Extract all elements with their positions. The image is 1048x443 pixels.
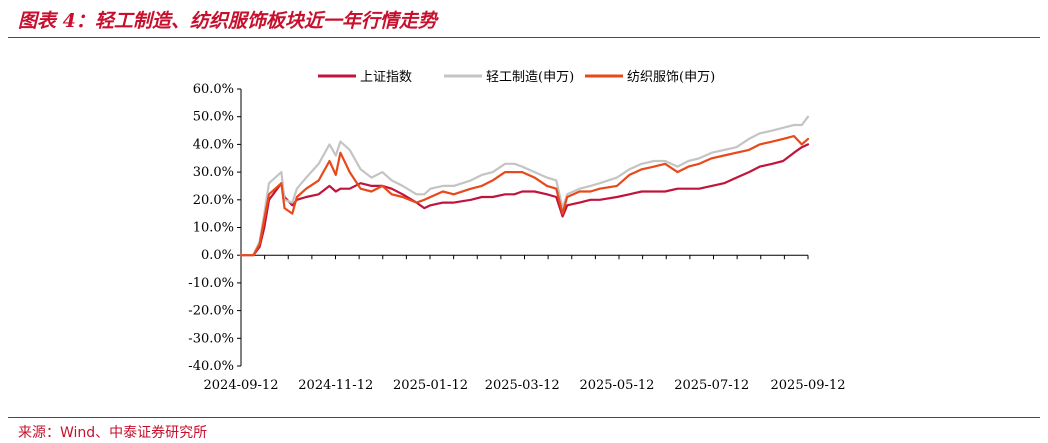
chart-legend: 上证指数 轻工制造(申万) 纺织服饰(申万) <box>318 70 715 85</box>
source-note: 来源：Wind、中泰证券研究所 <box>18 425 208 441</box>
y-tick-label: 40.0% <box>193 137 234 152</box>
y-tick-label: 30.0% <box>193 165 234 180</box>
y-tick-label: -20.0% <box>188 304 234 319</box>
legend-label: 上证指数 <box>360 70 412 85</box>
x-tick-label: 2024-09-12 <box>204 378 279 393</box>
y-tick-label: 60.0% <box>193 82 234 97</box>
title-divider <box>8 37 1040 38</box>
series-line-2 <box>239 115 810 257</box>
series-line-1 <box>239 143 810 257</box>
y-axis-ticks: 60.0% 50.0% 40.0% 30.0% 20.0% 10.0% 0.0% -10.0%… <box>188 82 241 374</box>
chart-axes <box>240 89 808 366</box>
y-tick-label: 20.0% <box>193 193 234 208</box>
y-tick-label: 50.0% <box>193 110 234 125</box>
x-tick-label: 2025-09-12 <box>771 378 846 393</box>
series-line-3 <box>239 135 810 257</box>
x-tick-label: 2025-01-12 <box>393 378 468 393</box>
x-tick-label: 2025-03-12 <box>485 378 560 393</box>
figure-title: 图表 4：轻工制造、纺织服饰板块近一年行情走势 <box>18 10 437 32</box>
legend-label: 轻工制造(申万) <box>486 70 574 85</box>
source-divider <box>8 417 1040 418</box>
x-tick-label: 2024-11-12 <box>298 378 373 393</box>
legend-label: 纺织服饰(申万) <box>627 70 715 85</box>
y-tick-label: 10.0% <box>193 221 234 236</box>
y-tick-label: -40.0% <box>188 359 234 374</box>
x-tick-label: 2025-07-12 <box>674 378 749 393</box>
y-tick-label: -30.0% <box>188 331 234 346</box>
x-tick-label: 2025-05-12 <box>579 378 654 393</box>
series-lines <box>239 115 810 257</box>
y-tick-label: 0.0% <box>201 248 234 263</box>
y-tick-label: -10.0% <box>188 276 234 291</box>
x-axis-ticks: 2024-09-12 2024-11-12 2025-01-12 2025-03-12… <box>204 255 846 393</box>
